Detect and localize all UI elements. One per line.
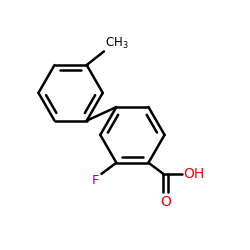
Text: F: F	[92, 174, 100, 187]
Text: O: O	[160, 195, 171, 209]
Text: CH$_3$: CH$_3$	[105, 36, 129, 51]
Text: OH: OH	[183, 167, 204, 181]
